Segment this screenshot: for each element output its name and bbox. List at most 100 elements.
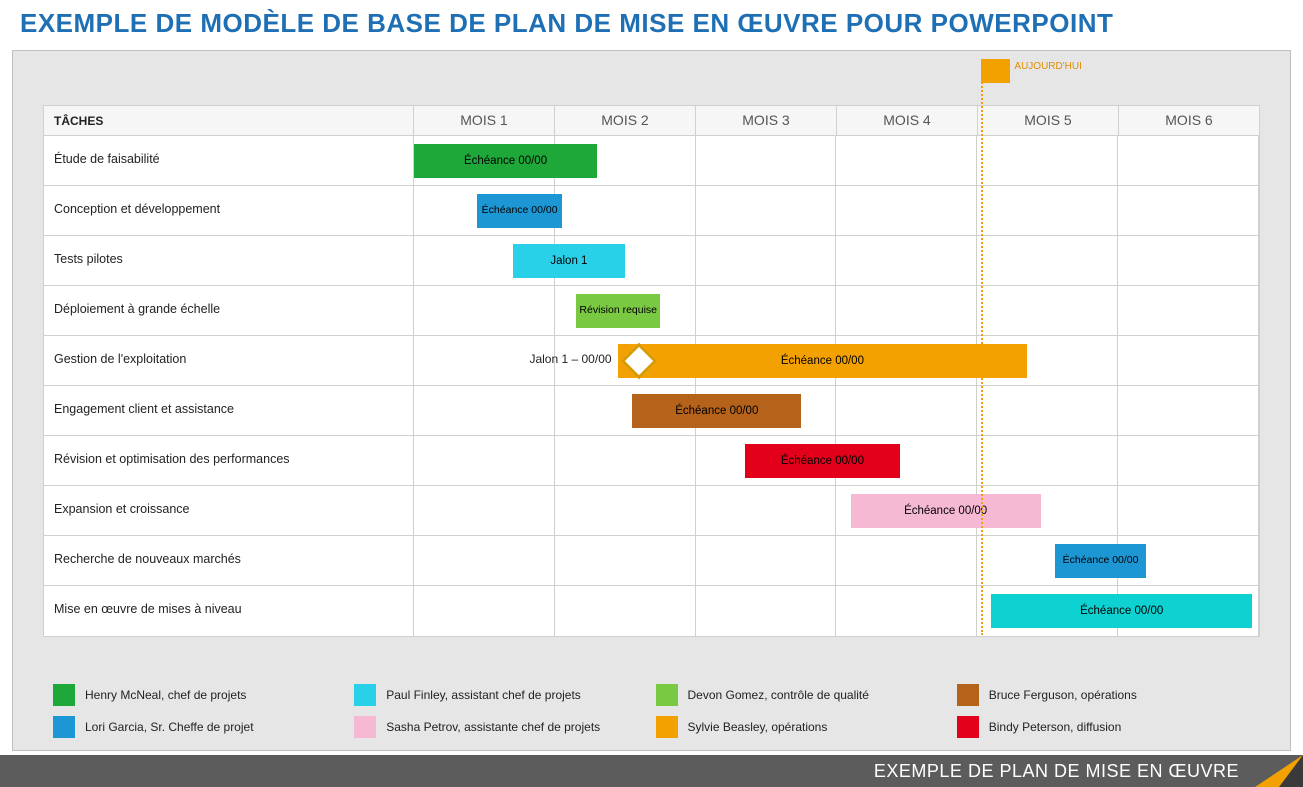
legend-label: Bindy Peterson, diffusion	[989, 720, 1122, 734]
timeline-cell	[836, 236, 977, 285]
legend-swatch-icon	[957, 684, 979, 706]
gantt-header-row: TÂCHES MOIS 1MOIS 2MOIS 3MOIS 4MOIS 5MOI…	[44, 106, 1259, 136]
legend-swatch-icon	[957, 716, 979, 738]
timeline: Échéance 00/00	[414, 186, 1259, 235]
legend-label: Sasha Petrov, assistante chef de projets	[386, 720, 600, 734]
gantt-bar: Échéance 00/00	[745, 444, 900, 478]
month-header: MOIS 5	[978, 106, 1119, 135]
timeline-cell	[414, 536, 555, 585]
task-row: Expansion et croissance Échéance 00/00	[44, 486, 1259, 536]
gantt-bar: Échéance 00/00	[618, 344, 1026, 378]
timeline-cell	[696, 186, 837, 235]
task-label: Conception et développement	[44, 186, 414, 235]
legend-swatch-icon	[354, 716, 376, 738]
task-label: Étude de faisabilité	[44, 136, 414, 185]
legend-item: Paul Finley, assistant chef de projets	[354, 684, 647, 706]
legend-item: Lori Garcia, Sr. Cheffe de projet	[53, 716, 346, 738]
month-header: MOIS 4	[837, 106, 978, 135]
timeline-cell	[1118, 386, 1259, 435]
legend-swatch-icon	[656, 716, 678, 738]
timeline-cell	[1118, 286, 1259, 335]
task-row: Révision et optimisation des performance…	[44, 436, 1259, 486]
task-label: Engagement client et assistance	[44, 386, 414, 435]
legend-swatch-icon	[354, 684, 376, 706]
gantt-bar: Échéance 00/00	[632, 394, 801, 428]
task-label: Déploiement à grande échelle	[44, 286, 414, 335]
timeline: Révision requise	[414, 286, 1259, 335]
legend-label: Bruce Ferguson, opérations	[989, 688, 1137, 702]
today-label: AUJOURD'HUI	[1014, 61, 1058, 72]
task-row: Déploiement à grande échelle Révision req…	[44, 286, 1259, 336]
task-row: Mise en œuvre de mises à niveau Échéance …	[44, 586, 1259, 636]
task-row: Étude de faisabilitéÉchéance 00/00	[44, 136, 1259, 186]
legend-label: Paul Finley, assistant chef de projets	[386, 688, 581, 702]
timeline-cell	[414, 486, 555, 535]
timeline-cell	[555, 586, 696, 636]
timeline-cell	[1118, 236, 1259, 285]
timeline-cell	[414, 286, 555, 335]
timeline-cell	[696, 136, 837, 185]
timeline-cell	[836, 386, 977, 435]
timeline-cell	[555, 486, 696, 535]
task-row: Conception et développementÉchéance 00/0…	[44, 186, 1259, 236]
legend-item: Devon Gomez, contrôle de qualité	[656, 684, 949, 706]
legend-swatch-icon	[53, 716, 75, 738]
timeline-cell	[977, 186, 1118, 235]
legend-label: Lori Garcia, Sr. Cheffe de projet	[85, 720, 254, 734]
task-label: Révision et optimisation des performance…	[44, 436, 414, 485]
task-row: Engagement client et assistance Échéance …	[44, 386, 1259, 436]
legend-item: Henry McNeal, chef de projets	[53, 684, 346, 706]
footer-bar: EXEMPLE DE PLAN DE MISE EN ŒUVRE	[0, 755, 1303, 787]
timeline: Échéance 00/00	[414, 586, 1259, 636]
month-header: MOIS 1	[414, 106, 555, 135]
timeline-cell	[696, 286, 837, 335]
task-label: Tests pilotes	[44, 236, 414, 285]
gantt-rows: Étude de faisabilitéÉchéance 00/00Concep…	[44, 136, 1259, 636]
legend-label: Sylvie Beasley, opérations	[688, 720, 828, 734]
legend-item: Bruce Ferguson, opérations	[957, 684, 1250, 706]
footer-accent2-icon	[1279, 755, 1303, 787]
timeline-cell	[696, 586, 837, 636]
timeline-cell	[977, 136, 1118, 185]
task-label: Mise en œuvre de mises à niveau	[44, 586, 414, 636]
footer-text: EXEMPLE DE PLAN DE MISE EN ŒUVRE	[874, 761, 1239, 782]
timeline-cell	[696, 486, 837, 535]
milestone-label: Jalon 1 – 00/00	[529, 352, 611, 366]
timeline: Échéance 00/00	[414, 386, 1259, 435]
task-label: Recherche de nouveaux marchés	[44, 536, 414, 585]
timeline-cell	[414, 586, 555, 636]
legend-label: Devon Gomez, contrôle de qualité	[688, 688, 869, 702]
timeline-cell	[977, 236, 1118, 285]
legend: Henry McNeal, chef de projets Paul Finley…	[53, 684, 1250, 738]
timeline: Échéance 00/00	[414, 486, 1259, 535]
gantt-bar: Échéance 00/00	[851, 494, 1041, 528]
timeline-cell	[977, 286, 1118, 335]
chart-area: AUJOURD'HUI TÂCHES MOIS 1MOIS 2MOIS 3MOI…	[12, 50, 1291, 751]
timeline: Échéance 00/00 Jalon 1 – 00/00	[414, 336, 1259, 385]
month-header: MOIS 6	[1119, 106, 1259, 135]
legend-swatch-icon	[53, 684, 75, 706]
timeline: Échéance 00/00	[414, 436, 1259, 485]
legend-label: Henry McNeal, chef de projets	[85, 688, 246, 702]
timeline: Échéance 00/00	[414, 536, 1259, 585]
timeline-cell	[696, 236, 837, 285]
gantt-bar: Échéance 00/00	[991, 594, 1252, 628]
gantt-bar: Échéance 00/00	[414, 144, 597, 178]
timeline-cell	[1118, 336, 1259, 385]
month-header: MOIS 2	[555, 106, 696, 135]
task-label: Gestion de l'exploitation	[44, 336, 414, 385]
timeline-cell	[836, 286, 977, 335]
task-row: Tests pilotesJalon 1	[44, 236, 1259, 286]
timeline-cell	[555, 186, 696, 235]
timeline-cell	[977, 436, 1118, 485]
task-label: Expansion et croissance	[44, 486, 414, 535]
legend-item: Sasha Petrov, assistante chef de projets	[354, 716, 647, 738]
timeline-cell	[836, 186, 977, 235]
timeline-cell	[414, 386, 555, 435]
timeline-cell	[836, 136, 977, 185]
gantt-bar: Révision requise	[576, 294, 661, 328]
timeline-cell	[1118, 136, 1259, 185]
timeline-cell	[696, 536, 837, 585]
legend-item: Sylvie Beasley, opérations	[656, 716, 949, 738]
timeline-cell	[555, 436, 696, 485]
